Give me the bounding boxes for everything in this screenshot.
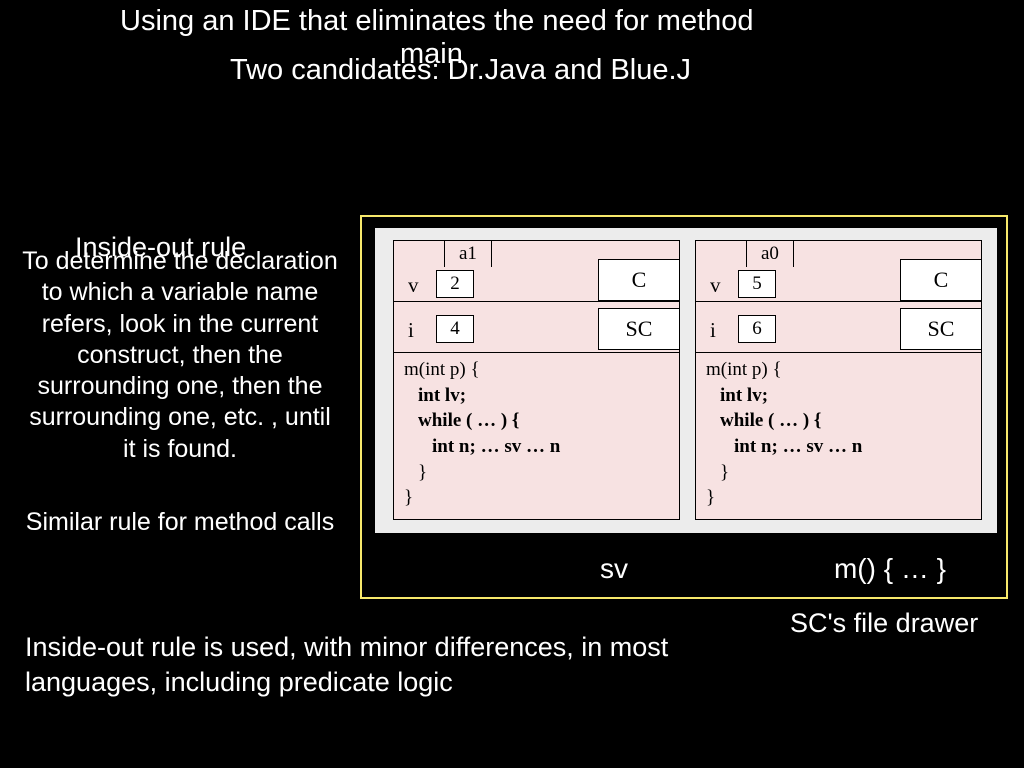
file-drawer-label: SC's file drawer [790, 608, 1020, 639]
object-box-a1: a1 v 2 C i 4 SC m(int p) { int lv; while… [393, 240, 680, 520]
var-value-box: 2 [436, 270, 474, 298]
method-def-label: m() { … } [790, 553, 990, 585]
var-value-box: 4 [436, 315, 474, 343]
rule-similar: Similar rule for method calls [20, 507, 340, 538]
footer-text: Inside-out rule is used, with minor diff… [25, 630, 705, 700]
var-label: i [408, 318, 414, 343]
var-label: v [710, 273, 721, 298]
object-body-code: m(int p) { int lv; while ( … ) { int n; … [394, 353, 679, 519]
class-name-box: C [900, 259, 982, 301]
object-tab: a1 [444, 240, 492, 267]
var-label: v [408, 273, 419, 298]
figure-area: a1 v 2 C i 4 SC m(int p) { int lv; while… [375, 228, 997, 533]
title-line-1: Using an IDE that eliminates the need fo… [120, 5, 754, 38]
slide: Using an IDE that eliminates the need fo… [0, 0, 1024, 768]
object-box-a0: a0 v 5 C i 6 SC m(int p) { int lv; while… [695, 240, 982, 520]
subtitle: Two candidates: Dr.Java and Blue.J [230, 50, 770, 91]
var-label: i [710, 318, 716, 343]
object-body-code: m(int p) { int lv; while ( … ) { int n; … [696, 353, 981, 519]
class-name-box: C [598, 259, 680, 301]
sv-label: sv [564, 553, 664, 585]
var-value-box: 5 [738, 270, 776, 298]
class-name-box: SC [598, 308, 680, 350]
object-tab: a0 [746, 240, 794, 267]
var-value-box: 6 [738, 315, 776, 343]
rule-body: To determine the declaration to which a … [20, 246, 340, 465]
class-name-box: SC [900, 308, 982, 350]
